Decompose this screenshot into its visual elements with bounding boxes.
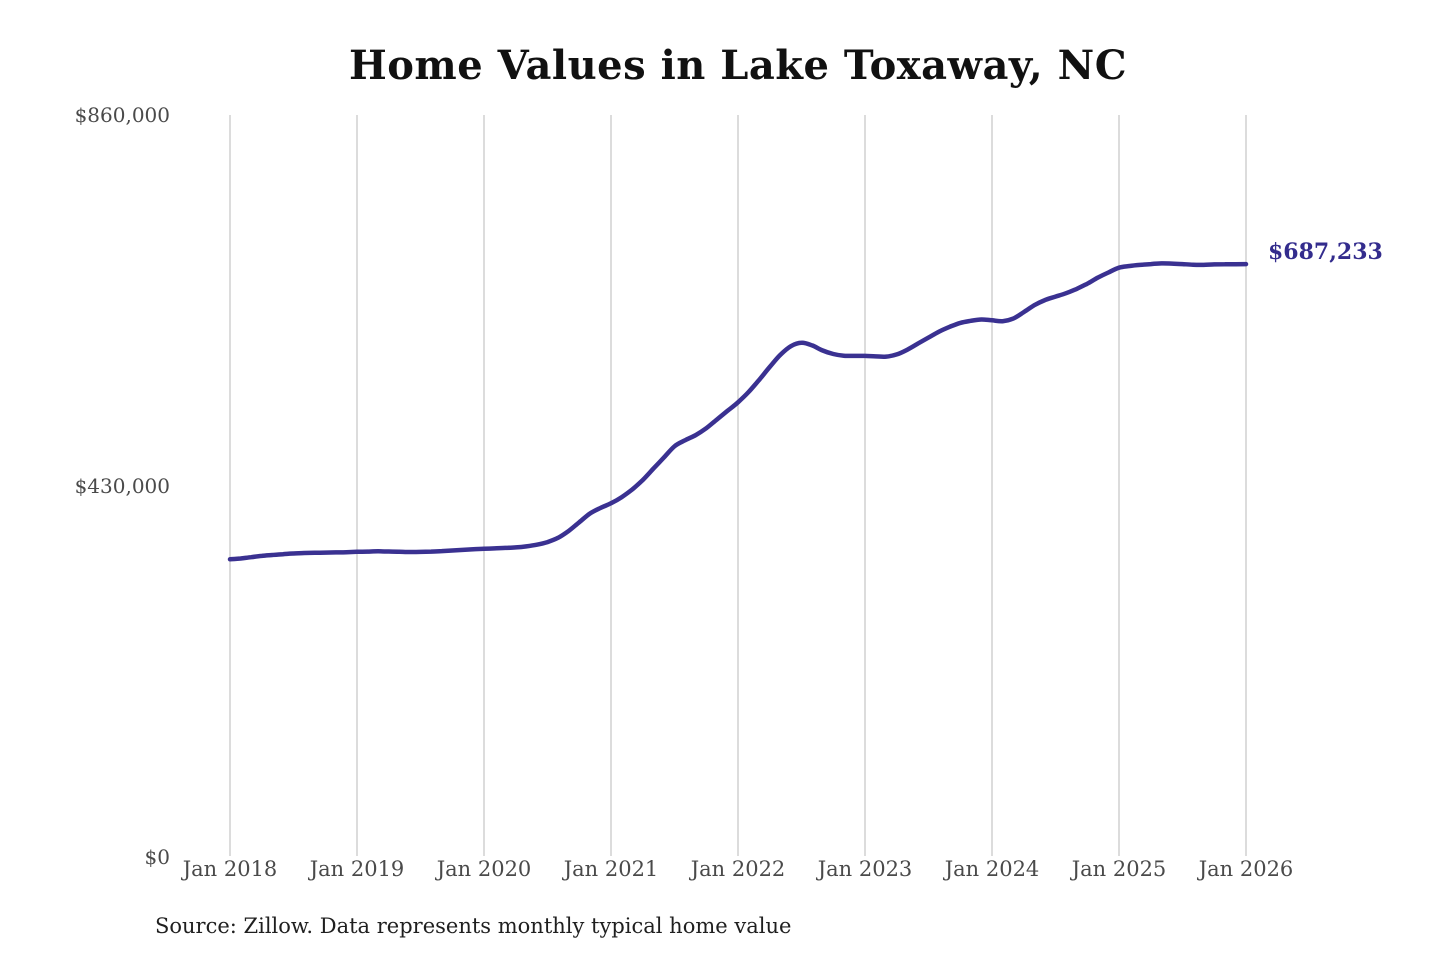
x-axis-tick-label: Jan 2025 <box>1071 857 1167 881</box>
chart-title: Home Values in Lake Toxaway, NC <box>348 42 1128 89</box>
x-axis-tick-label: Jan 2022 <box>690 857 786 881</box>
current-value-label: $687,233 <box>1268 239 1383 266</box>
y-axis-tick-label: $0 <box>144 845 170 869</box>
y-axis-tick-label: $430,000 <box>74 474 170 498</box>
y-axis-tick-label: $860,000 <box>74 103 170 127</box>
x-axis-tick-label: Jan 2020 <box>436 857 532 881</box>
source-note: Source: Zillow. Data represents monthly … <box>155 914 792 938</box>
home-value-line <box>227 261 1249 562</box>
x-axis-tick-label: Jan 2024 <box>944 857 1040 881</box>
x-axis-tick-label: Jan 2023 <box>817 857 913 881</box>
x-axis-tick-label: Jan 2026 <box>1198 857 1294 881</box>
x-axis-tick-label: Jan 2019 <box>309 857 405 881</box>
x-axis-tick-label: Jan 2018 <box>182 857 278 881</box>
x-axis-tick-label: Jan 2021 <box>563 857 659 881</box>
